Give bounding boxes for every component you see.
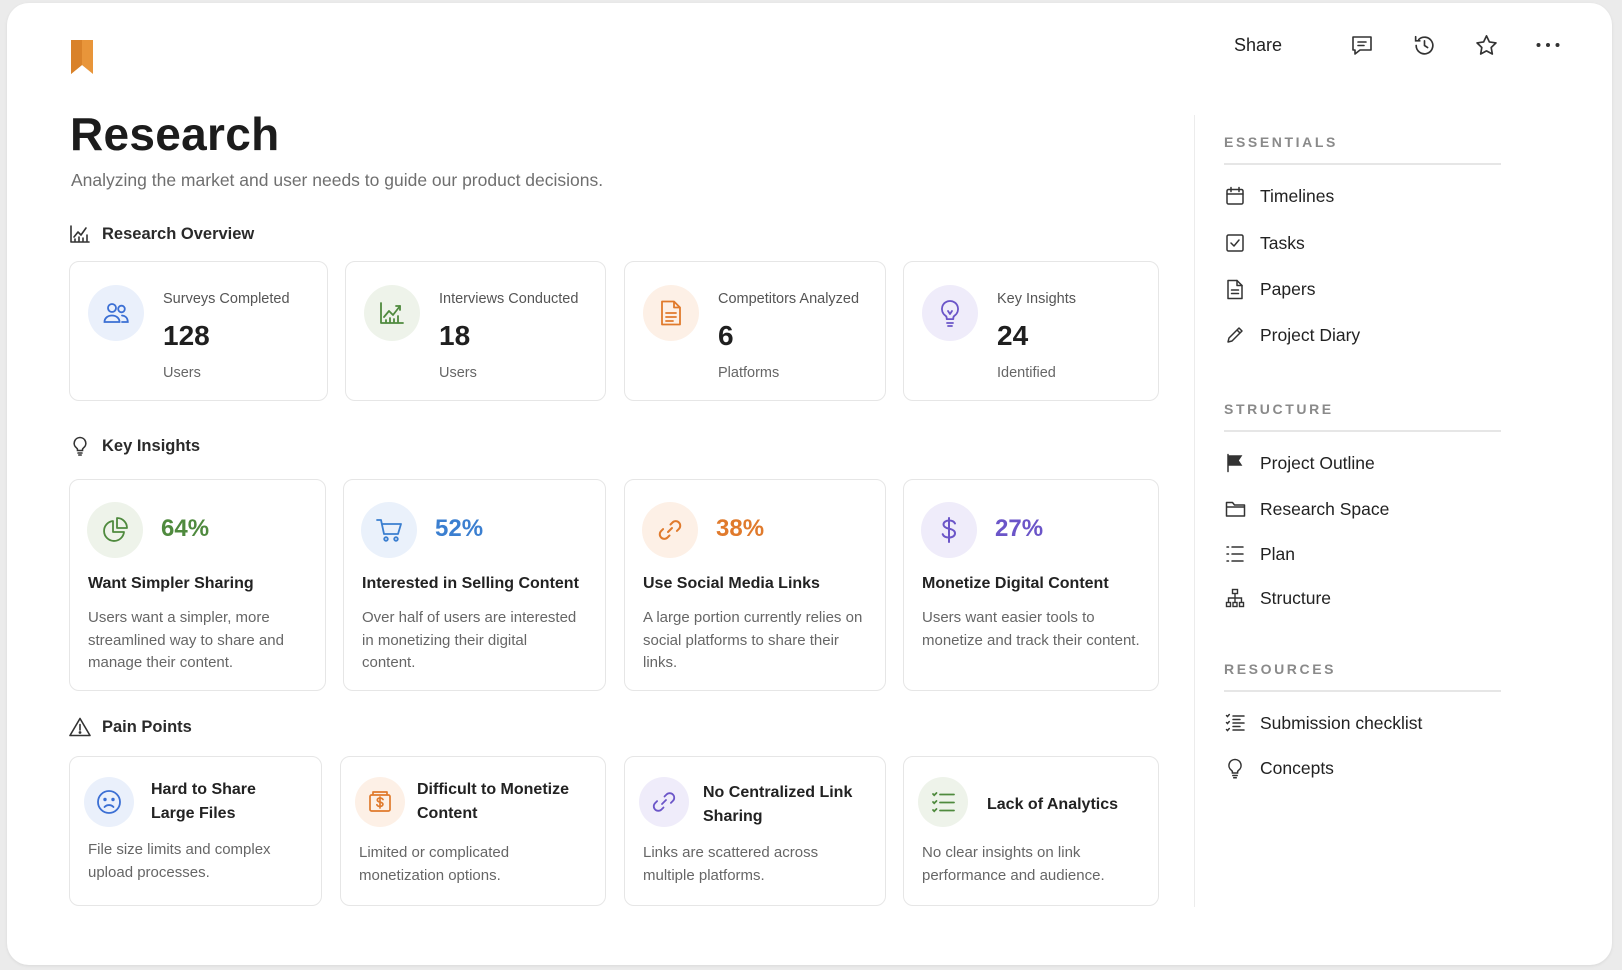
sidebar-heading-essentials: ESSENTIALS [1224, 134, 1338, 150]
bookmark-logo-icon [71, 40, 93, 74]
link-icon [639, 777, 689, 827]
history-icon[interactable] [1410, 31, 1438, 59]
lightbulb-icon [922, 285, 978, 341]
insight-description: A large portion currently relies on soci… [643, 609, 863, 671]
pain-description: Limited or complicated monetization opti… [359, 844, 510, 884]
insight-title: Want Simpler Sharing [88, 575, 254, 592]
sidebar-heading-structure: STRUCTURE [1224, 401, 1334, 417]
dollar-icon [921, 502, 977, 558]
sidebar-item-timelines[interactable]: Timelines [1224, 185, 1334, 207]
lightbulb-icon [69, 435, 91, 457]
list-icon [1224, 543, 1246, 565]
sidebar-item-research-space[interactable]: Research Space [1224, 498, 1389, 520]
pain-title: No Centralized Link Sharing [703, 784, 853, 825]
insight-title: Use Social Media Links [643, 575, 820, 592]
sidebar-rule [1224, 690, 1501, 692]
overview-label: Competitors Analyzed [718, 291, 860, 307]
link-icon [642, 502, 698, 558]
insight-card-simpler-sharing: 64% Want Simpler Sharing Users want a si… [69, 479, 326, 691]
pain-title: Hard to Share Large Files [151, 781, 256, 822]
insight-description: Over half of users are interested in mon… [362, 609, 577, 671]
pain-description: No clear insights on link performance an… [922, 844, 1105, 884]
insight-card-monetize: 27% Monetize Digital Content Users want … [903, 479, 1159, 691]
sidebar-item-project-outline[interactable]: Project Outline [1224, 452, 1375, 474]
list-icon [918, 777, 968, 827]
cart-icon [361, 502, 417, 558]
insight-title: Monetize Digital Content [922, 575, 1109, 592]
insight-percent: 38% [716, 515, 765, 542]
calendar-icon [1224, 185, 1246, 207]
sidebar-heading-resources: RESOURCES [1224, 661, 1337, 677]
overview-card-key-insights: Key Insights 24 Identified [903, 261, 1159, 401]
checklist-icon [1224, 712, 1246, 734]
key-insights-heading: Key Insights [69, 435, 200, 457]
more-icon[interactable] [1534, 31, 1562, 59]
insight-title: Interested in Selling Content [362, 575, 579, 592]
overview-value: 6 [718, 320, 734, 351]
sidebar-rule [1224, 430, 1501, 432]
overview-label: Surveys Completed [163, 291, 290, 307]
insight-description: Users want a simpler, more streamlined w… [88, 609, 284, 671]
research-overview-heading: Research Overview [69, 223, 254, 245]
insight-card-selling-content: 52% Interested in Selling Content Over h… [343, 479, 606, 691]
money-icon [355, 777, 405, 827]
sidebar-item-papers[interactable]: Papers [1224, 278, 1315, 300]
overview-unit: Identified [997, 365, 1056, 381]
pain-title: Lack of Analytics [987, 796, 1119, 813]
pain-description: File size limits and complex upload proc… [88, 841, 271, 881]
sidebar-rule [1224, 163, 1501, 165]
lightbulb-icon [1224, 757, 1246, 779]
top-toolbar: Share [1234, 31, 1562, 59]
share-button[interactable]: Share [1233, 34, 1282, 55]
users-icon [88, 285, 144, 341]
pain-card-large-files: Hard to Share Large Files File size limi… [69, 756, 322, 906]
sidebar-item-plan[interactable]: Plan [1224, 543, 1295, 565]
overview-unit: Users [439, 365, 477, 381]
pain-title: Difficult to Monetize Content [417, 781, 569, 822]
sidebar-item-project-diary[interactable]: Project Diary [1224, 324, 1360, 346]
hierarchy-icon [1224, 587, 1246, 609]
folder-icon [1224, 498, 1246, 520]
pie-chart-icon [87, 502, 143, 558]
app-window: Share Research Analyzing the market and … [7, 3, 1612, 965]
overview-card-surveys: Surveys Completed 128 Users [69, 261, 328, 401]
sad-face-icon [84, 777, 134, 827]
sidebar-item-structure[interactable]: Structure [1224, 587, 1331, 609]
overview-card-competitors: Competitors Analyzed 6 Platforms [624, 261, 886, 401]
page-subtitle: Analyzing the market and user needs to g… [71, 170, 604, 190]
pain-card-monetize: Difficult to Monetize Content Limited or… [340, 756, 606, 906]
pain-description: Links are scattered across multiple plat… [643, 844, 819, 884]
chart-icon [69, 223, 91, 245]
overview-value: 18 [439, 320, 471, 351]
insight-percent: 27% [995, 515, 1044, 542]
overview-value: 24 [997, 320, 1029, 351]
pencil-icon [1224, 324, 1246, 346]
star-icon[interactable] [1472, 31, 1500, 59]
warning-icon [69, 716, 91, 738]
overview-label: Interviews Conducted [439, 291, 579, 307]
overview-value: 128 [163, 320, 210, 351]
comment-icon[interactable] [1348, 31, 1376, 59]
page-title: Research [70, 108, 280, 160]
document-icon [643, 285, 699, 341]
pain-card-analytics: Lack of Analytics No clear insights on l… [903, 756, 1159, 906]
overview-label: Key Insights [997, 291, 1076, 307]
sidebar-item-submission-checklist[interactable]: Submission checklist [1224, 712, 1422, 734]
overview-unit: Platforms [718, 365, 780, 381]
insight-percent: 64% [161, 515, 210, 542]
insight-card-social-links: 38% Use Social Media Links A large porti… [624, 479, 886, 691]
flag-icon [1224, 452, 1246, 474]
checkbox-icon [1224, 232, 1246, 254]
overview-unit: Users [163, 365, 201, 381]
sidebar-item-concepts[interactable]: Concepts [1224, 757, 1334, 779]
sidebar-divider [1194, 115, 1195, 907]
document-icon [1224, 278, 1246, 300]
sidebar-item-tasks[interactable]: Tasks [1224, 232, 1305, 254]
pain-points-heading: Pain Points [69, 716, 192, 738]
overview-card-interviews: Interviews Conducted 18 Users [345, 261, 606, 401]
pain-card-link-sharing: No Centralized Link Sharing Links are sc… [624, 756, 886, 906]
line-chart-icon [364, 285, 420, 341]
insight-percent: 52% [435, 515, 484, 542]
insight-description: Users want easier tools to monetize and … [922, 609, 1140, 649]
